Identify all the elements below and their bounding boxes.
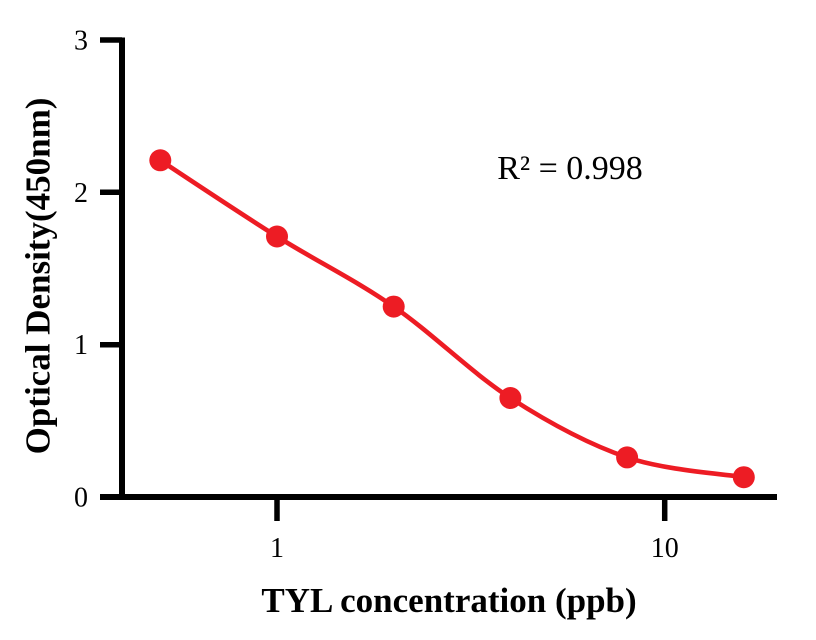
y-axis-title: Optical Density(450nm) [18, 98, 57, 455]
x-axis-title: TYL concentration (ppb) [261, 581, 636, 620]
y-tick-label-1: 1 [74, 330, 88, 361]
data-point-marker [149, 149, 172, 172]
data-point-marker [732, 466, 755, 489]
data-point-marker [499, 387, 522, 409]
data-point-marker [616, 446, 639, 469]
y-tick-label-0: 0 [74, 483, 88, 514]
y-ticks [100, 37, 122, 500]
y-tick-label-3: 3 [74, 26, 88, 57]
fit-curve [159, 158, 745, 480]
r-squared-annotation: R² = 0.998 [497, 150, 643, 187]
x-tick-label-10: 10 [651, 533, 679, 564]
series-layer [149, 149, 755, 489]
y-tick-label-2: 2 [74, 178, 88, 209]
data-point-marker [382, 295, 405, 318]
data-point-marker [266, 225, 288, 248]
x-tick-label-1: 1 [270, 533, 284, 564]
x-ticks [274, 497, 668, 521]
